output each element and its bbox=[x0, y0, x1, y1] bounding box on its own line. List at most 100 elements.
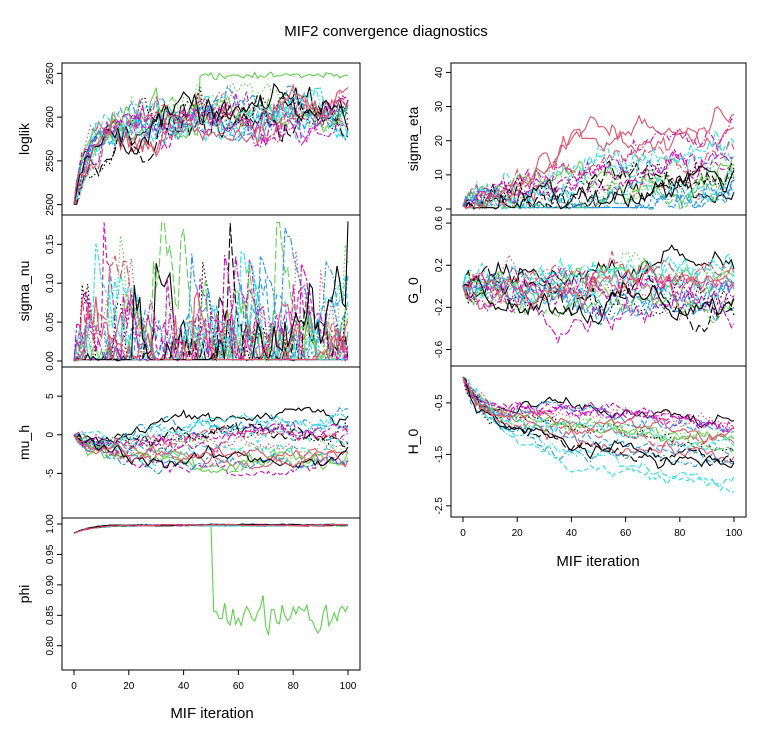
trace-G_0-12 bbox=[462, 267, 735, 315]
trace-G_0-19 bbox=[462, 275, 735, 326]
trace-H_0-13 bbox=[462, 376, 735, 467]
trace-H_0-1 bbox=[462, 376, 735, 429]
trace-G_0-8 bbox=[462, 253, 735, 322]
y-axis-label-G_0: G_0 bbox=[405, 277, 421, 304]
panel-sigma_nu: 0.00 0.05 0.10 0.15 sigma_nu bbox=[16, 214, 361, 371]
ytick-label-sigma_nu: 0.10 bbox=[45, 273, 56, 293]
trace-loglik-11 bbox=[73, 86, 349, 205]
ytick-label-sigma_eta: 10 bbox=[434, 169, 445, 181]
panel-H_0: -2.5 -1.5 -0.5 H_0 0 20 40 60 80 100 bbox=[405, 365, 747, 539]
trace-H_0-14 bbox=[462, 376, 735, 448]
ytick-label-G_0: 0.2 bbox=[434, 258, 445, 272]
ytick-label-mu_h: 5 bbox=[45, 393, 56, 399]
xtick-label: 20 bbox=[512, 528, 524, 539]
xtick-label: 80 bbox=[288, 681, 300, 692]
ytick-label-sigma_eta: 40 bbox=[434, 66, 445, 78]
trace-G_0-10 bbox=[462, 280, 735, 320]
ytick-label-sigma_eta: 0 bbox=[434, 206, 445, 212]
trace-loglik-18 bbox=[73, 97, 349, 205]
panel-loglik: 2500 2550 2600 2650 loglik bbox=[16, 62, 361, 216]
x-axis-label-right: MIF iteration bbox=[556, 553, 639, 570]
ytick-label-sigma_nu: 0.05 bbox=[45, 312, 56, 332]
panel-frame-H_0 bbox=[450, 365, 747, 518]
xtick-label: 20 bbox=[123, 681, 135, 692]
trace-loglik-15 bbox=[73, 94, 349, 205]
trace-mu_h-14 bbox=[73, 424, 349, 451]
ytick-label-G_0: -0.2 bbox=[434, 298, 445, 316]
trace-mu_h-3 bbox=[73, 434, 349, 474]
panel-frame-loglik bbox=[61, 62, 361, 216]
ytick-label-phi: 0.80 bbox=[45, 636, 56, 656]
xtick-label: 0 bbox=[460, 528, 466, 539]
x-axis-label-left: MIF iteration bbox=[170, 705, 253, 722]
trace-mu_h-13 bbox=[73, 421, 349, 448]
trace-H_0-17 bbox=[462, 376, 735, 451]
panel-phi: 0.80 0.85 0.90 0.95 1.00 phi 0 20 40 60 80 100 bbox=[16, 514, 361, 692]
trace-loglik-20 bbox=[73, 83, 349, 205]
trace-G_0-17 bbox=[462, 253, 735, 299]
trace-sigma_eta-14 bbox=[462, 141, 735, 206]
trace-sigma_nu-15 bbox=[73, 221, 349, 362]
ytick-label-loglik: 2600 bbox=[45, 106, 56, 129]
trace-G_0-20 bbox=[462, 265, 735, 311]
trace-mu_h-15 bbox=[73, 433, 349, 473]
ytick-label-sigma_nu: 0.00 bbox=[45, 351, 56, 371]
trace-loglik-16 bbox=[73, 85, 349, 205]
trace-sigma_eta-15 bbox=[462, 159, 735, 210]
ytick-label-phi: 0.95 bbox=[45, 544, 56, 564]
trace-G_0-18 bbox=[462, 274, 735, 345]
trace-loglik-19 bbox=[73, 82, 349, 205]
xtick-label: 80 bbox=[674, 528, 686, 539]
y-axis-label-phi: phi bbox=[16, 585, 32, 604]
trace-sigma_eta-2 bbox=[462, 114, 735, 208]
ytick-label-H_0: -2.5 bbox=[434, 497, 445, 515]
ytick-label-sigma_eta: 20 bbox=[434, 135, 445, 147]
trace-G_0-16 bbox=[462, 275, 735, 319]
trace-phi-3 bbox=[73, 523, 349, 636]
trace-mu_h-7 bbox=[73, 421, 349, 450]
trace-H_0-20 bbox=[462, 376, 735, 444]
ytick-label-phi: 0.85 bbox=[45, 605, 56, 625]
trace-H_0-8 bbox=[462, 376, 735, 430]
trace-H_0-9 bbox=[462, 376, 735, 442]
ytick-label-loglik: 2650 bbox=[45, 62, 56, 85]
trace-H_0-5 bbox=[462, 376, 735, 494]
panel-mu_h: -5 0 5 mu_h bbox=[16, 366, 361, 519]
y-axis-label-sigma_nu: sigma_nu bbox=[16, 261, 32, 322]
ytick-label-loglik: 2500 bbox=[45, 193, 56, 216]
trace-H_0-18 bbox=[462, 376, 735, 434]
xtick-label: 40 bbox=[566, 528, 578, 539]
ytick-label-mu_h: 0 bbox=[45, 432, 56, 438]
trace-H_0-19 bbox=[462, 376, 735, 470]
trace-G_0-1 bbox=[462, 244, 735, 299]
ytick-label-phi: 1.00 bbox=[45, 514, 56, 534]
trace-sigma_eta-11 bbox=[462, 168, 735, 209]
xtick-label: 100 bbox=[726, 528, 743, 539]
trace-H_0-4 bbox=[462, 376, 735, 464]
xtick-label: 60 bbox=[233, 681, 245, 692]
trace-sigma_nu-20 bbox=[73, 289, 349, 362]
xtick-label: 40 bbox=[178, 681, 190, 692]
trace-G_0-13 bbox=[462, 264, 735, 333]
trace-sigma_eta-20 bbox=[462, 106, 735, 209]
trace-sigma_eta-13 bbox=[462, 160, 735, 210]
ytick-label-H_0: -1.5 bbox=[434, 445, 445, 463]
y-axis-label-sigma_eta: sigma_eta bbox=[405, 106, 421, 171]
trace-sigma_nu-18 bbox=[73, 254, 349, 362]
trace-sigma_nu-16 bbox=[73, 227, 349, 362]
trace-sigma_eta-7 bbox=[462, 159, 735, 208]
chart-title: MIF2 convergence diagnostics bbox=[284, 23, 487, 40]
trace-sigma_eta-19 bbox=[462, 165, 735, 210]
trace-mu_h-18 bbox=[73, 424, 349, 458]
trace-G_0-4 bbox=[462, 271, 735, 326]
ytick-label-G_0: -0.6 bbox=[434, 340, 445, 358]
xtick-label: 0 bbox=[71, 681, 77, 692]
panel-frame-phi bbox=[61, 517, 361, 671]
ytick-label-sigma_eta: 30 bbox=[434, 101, 445, 113]
xtick-label: 100 bbox=[340, 681, 357, 692]
panel-sigma_eta: 0 10 20 30 40 sigma_eta bbox=[405, 62, 747, 216]
trace-H_0-10 bbox=[462, 376, 735, 469]
y-axis-label-loglik: loglik bbox=[16, 122, 32, 155]
